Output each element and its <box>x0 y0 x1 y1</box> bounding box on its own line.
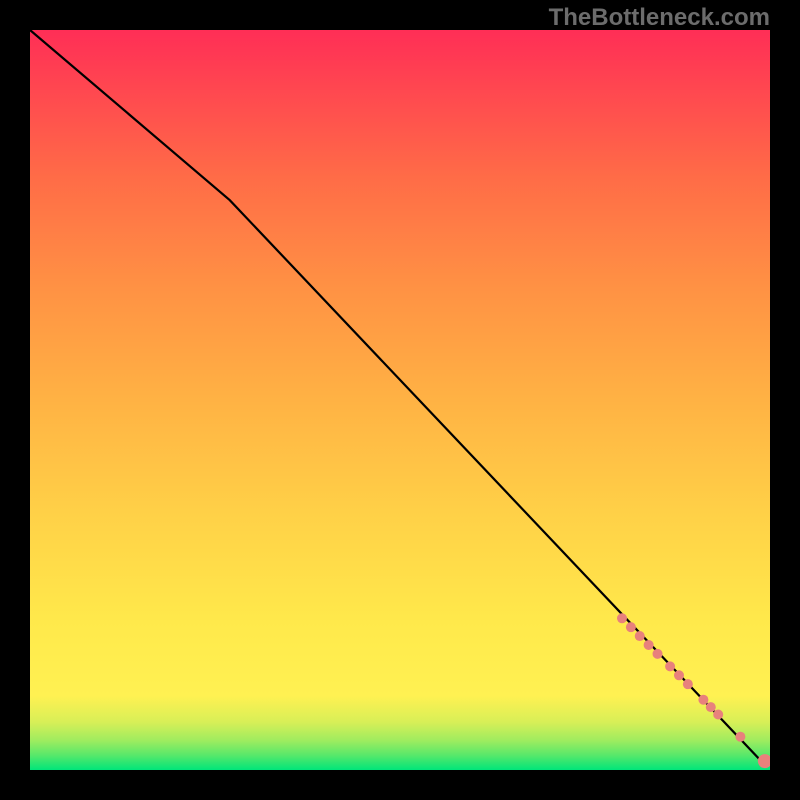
data-marker <box>617 613 627 623</box>
gradient-background <box>30 30 770 770</box>
data-marker <box>626 622 636 632</box>
plot-area <box>30 30 770 770</box>
data-marker <box>698 695 708 705</box>
data-marker <box>644 640 654 650</box>
data-marker <box>653 649 663 659</box>
data-marker <box>713 710 723 720</box>
plot-svg <box>30 30 770 770</box>
data-marker <box>683 679 693 689</box>
watermark-text: TheBottleneck.com <box>549 4 770 32</box>
data-marker <box>735 732 745 742</box>
data-marker <box>635 631 645 641</box>
data-marker <box>665 661 675 671</box>
data-marker <box>706 702 716 712</box>
data-marker <box>674 670 684 680</box>
